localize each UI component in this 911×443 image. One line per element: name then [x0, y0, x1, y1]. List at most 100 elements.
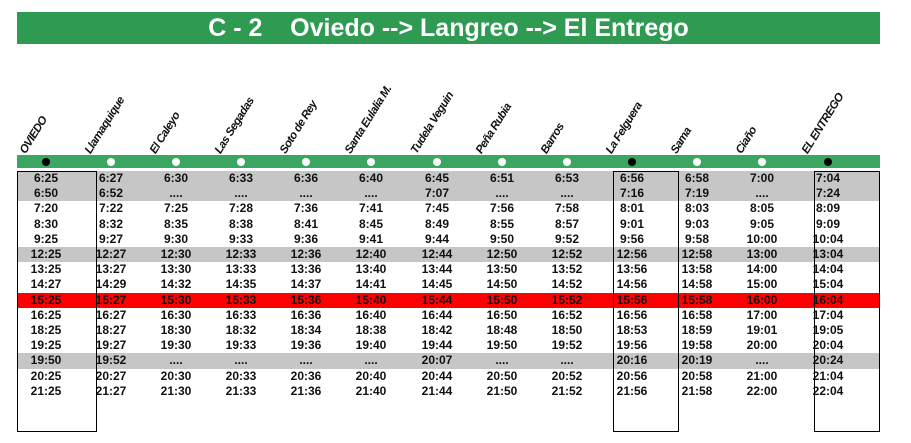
time-cell: 19:36	[290, 338, 322, 353]
station-name: Barros	[538, 121, 567, 156]
time-cell: 8:30	[33, 216, 59, 231]
time-cell: 14:45	[421, 277, 453, 292]
time-cell: 6:25	[33, 171, 59, 185]
time-cell: 6:50	[33, 186, 59, 201]
time-cell: 9:09	[815, 216, 841, 231]
time-cell: ....	[364, 353, 378, 368]
time-cell: 14:50	[486, 277, 518, 292]
time-cell: 8:57	[554, 216, 580, 231]
table-row: 7:20 7:22 7:25 7:28 7:36 7:41 7:45 7:56 7:58 8:01…	[17, 201, 880, 216]
station-name: OVIEDO	[17, 114, 50, 156]
time-cell: 15:25	[30, 292, 62, 307]
time-cell: 9:33	[228, 231, 254, 246]
time-cell: 21:40	[355, 383, 387, 398]
time-cell: 13:58	[681, 262, 713, 277]
station-dot	[693, 158, 701, 166]
time-cell: 20:25	[30, 368, 62, 383]
station-header-wrap: La Felguera	[604, 60, 645, 156]
time-cell: 20:33	[225, 368, 257, 383]
time-cell: 12:52	[551, 247, 583, 261]
time-cell: 9:44	[424, 231, 450, 246]
time-cell: 21:33	[225, 383, 257, 398]
table-row: 16:25 16:27 16:30 16:33 16:36 16:40 16:44 16:50…	[17, 308, 880, 323]
time-cell: 9:52	[554, 231, 580, 246]
timetable-title: C - 2 Oviedo --> Langreo --> El Entrego	[17, 12, 880, 44]
column-box	[613, 171, 679, 432]
time-cell: ....	[495, 186, 509, 201]
time-cell: 16:30	[160, 307, 192, 322]
station-header-wrap: Sama	[669, 60, 694, 156]
time-cell: 13:00	[746, 247, 778, 261]
time-cell: 13:33	[225, 262, 257, 277]
time-cell: 16:27	[95, 307, 127, 322]
time-cell: 6:27	[98, 171, 124, 185]
time-cell: 14:35	[225, 277, 257, 292]
time-cell: 12:33	[225, 247, 257, 261]
time-cell: 14:00	[746, 262, 778, 277]
time-cell: 8:05	[749, 201, 775, 216]
time-cell: 7:41	[358, 201, 384, 216]
time-cell: 13:36	[290, 262, 322, 277]
time-cell: 7:19	[684, 186, 710, 201]
time-cell: 19:05	[812, 323, 844, 337]
time-cell: 7:56	[489, 201, 515, 216]
time-cell: 7:45	[424, 201, 450, 216]
time-cell: 9:30	[163, 231, 189, 246]
time-cell: 6:45	[424, 171, 450, 185]
time-cell: 20:58	[681, 368, 713, 383]
table-row: 21:25 21:27 21:30 21:33 21:36 21:40 21:44 21:50…	[17, 384, 880, 399]
table-row: 19:25 19:27 19:30 19:33 19:36 19:40 19:44 19:50…	[17, 338, 880, 353]
time-cell: 21:27	[95, 383, 127, 398]
time-cell: 16:56	[616, 307, 648, 322]
time-cell: 12:50	[486, 247, 518, 261]
time-cell: 8:45	[358, 216, 384, 231]
time-cell: 6:51	[489, 171, 515, 185]
time-cell: 18:42	[421, 323, 453, 337]
table-row: 8:30 8:32 8:35 8:38 8:41 8:45 8:49 8:55 8:57 9:01…	[17, 217, 880, 232]
time-cell: 21:44	[421, 383, 453, 398]
station-name: Peña Rubia	[473, 101, 515, 156]
time-cell: 7:58	[554, 201, 580, 216]
time-cell: 18:27	[95, 323, 127, 337]
time-cell: 18:30	[160, 323, 192, 337]
time-cell: 17:04	[812, 307, 844, 322]
time-cell: 14:58	[681, 277, 713, 292]
time-cell: 13:50	[486, 262, 518, 277]
time-cell: 13:04	[812, 247, 844, 261]
time-cell: 20:36	[290, 368, 322, 383]
time-cell: 15:58	[681, 292, 713, 307]
time-cell: 20:00	[746, 338, 778, 353]
time-cell: 18:25	[30, 323, 62, 337]
time-cell: 19:52	[95, 353, 127, 368]
time-cell: 12:27	[95, 247, 127, 261]
time-cell: 13:40	[355, 262, 387, 277]
time-cell: 20:24	[812, 353, 844, 368]
time-cell: 21:52	[551, 383, 583, 398]
time-cell: 15:04	[812, 277, 844, 292]
time-cell: 16:52	[551, 307, 583, 322]
station-name: Soto de Rey	[277, 98, 320, 156]
time-cell: 14:37	[290, 277, 322, 292]
time-cell: 21:56	[616, 383, 648, 398]
station-header-wrap: Peña Rubia	[474, 60, 514, 156]
table-row: 6:25 6:27 6:30 6:33 6:36 6:40 6:45 6:51 6:53 6:56…	[17, 171, 880, 187]
time-cell: 21:58	[681, 383, 713, 398]
time-cell: 19:44	[421, 338, 453, 353]
time-cell: 6:36	[293, 171, 319, 185]
time-cell: 6:58	[684, 171, 710, 185]
time-cell: 7:28	[228, 201, 254, 216]
time-cell: 20:07	[421, 353, 453, 368]
time-cell: ....	[560, 186, 574, 201]
time-cell: 8:01	[619, 201, 645, 216]
time-cell: 7:04	[815, 171, 841, 185]
time-cell: 14:04	[812, 262, 844, 277]
time-cell: ....	[234, 353, 248, 368]
time-cell: 15:33	[225, 292, 257, 307]
time-cell: 10:00	[746, 231, 778, 246]
time-cell: 16:33	[225, 307, 257, 322]
station-name: Llamaquique	[82, 95, 128, 156]
station-header-wrap: Soto de Rey	[278, 60, 320, 156]
time-cell: 8:09	[815, 201, 841, 216]
time-cell: 17:00	[746, 307, 778, 322]
time-cell: 18:53	[616, 323, 648, 337]
